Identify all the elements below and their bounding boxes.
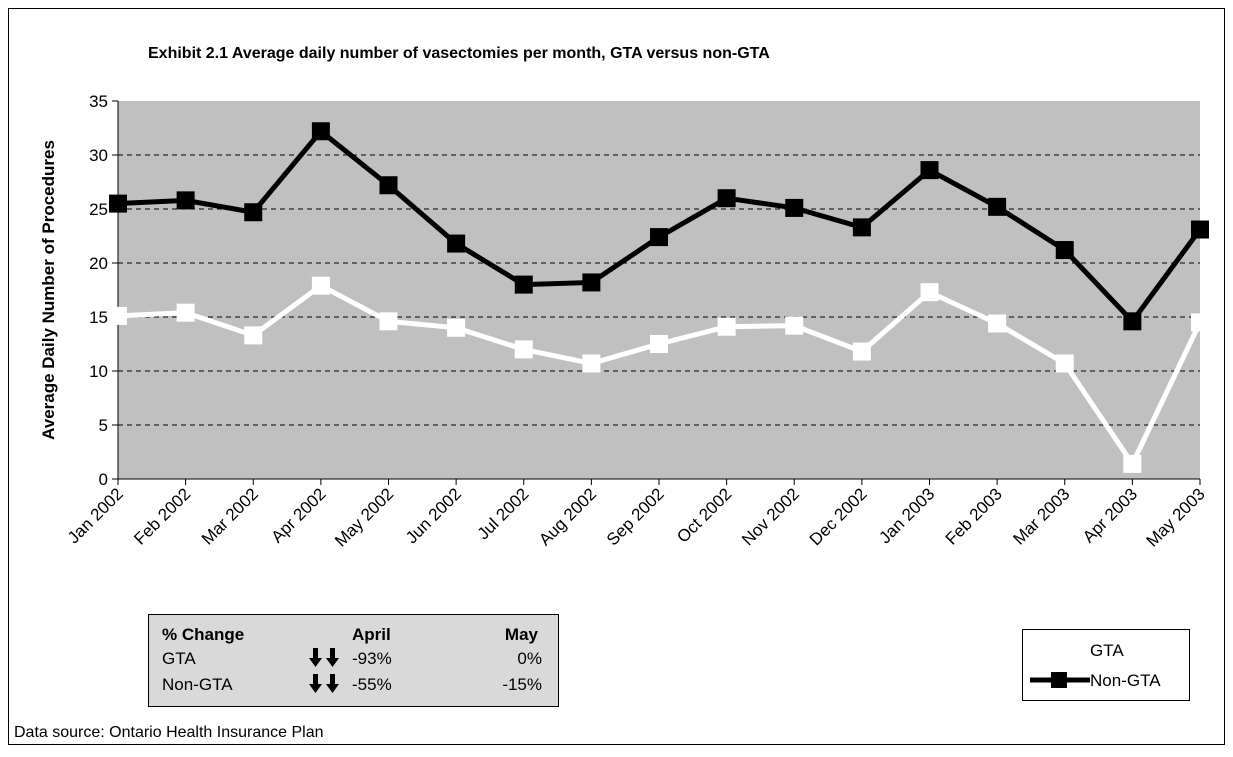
legend-label: Non-GTA — [1090, 671, 1161, 690]
marker — [852, 218, 871, 237]
table-cell: -55% — [352, 675, 392, 694]
y-tick-label: 5 — [99, 416, 108, 435]
marker — [514, 275, 533, 294]
legend — [1022, 629, 1190, 701]
plot-area — [118, 101, 1200, 479]
chart-title: Exhibit 2.1 Average daily number of vase… — [148, 45, 770, 62]
table-cell: 0% — [517, 649, 542, 668]
legend-marker — [1051, 672, 1067, 688]
table-cell: GTA — [162, 649, 196, 668]
marker — [311, 122, 330, 141]
marker — [582, 273, 601, 292]
marker — [717, 189, 736, 208]
marker — [514, 340, 533, 359]
marker — [176, 303, 195, 322]
marker — [852, 342, 871, 361]
marker — [1123, 312, 1142, 331]
table-header: April — [352, 625, 391, 644]
marker — [311, 276, 330, 295]
marker — [379, 176, 398, 195]
marker — [109, 306, 127, 325]
down-arrows — [309, 648, 339, 693]
marker — [1191, 313, 1209, 332]
marker — [785, 198, 804, 217]
marker — [988, 314, 1007, 333]
table-header: % Change — [162, 625, 244, 644]
marker — [650, 228, 668, 247]
marker — [988, 197, 1007, 216]
table-cell: -15% — [502, 675, 542, 694]
table-header: May — [505, 625, 539, 644]
y-tick-label: 0 — [99, 470, 108, 489]
marker — [1055, 354, 1074, 373]
y-tick-label: 15 — [89, 308, 108, 327]
legend-label: GTA — [1090, 641, 1124, 660]
marker — [176, 191, 195, 210]
marker — [920, 161, 939, 180]
marker — [1123, 454, 1142, 473]
marker — [379, 312, 398, 331]
marker — [582, 354, 601, 373]
table-cell: -93% — [352, 649, 392, 668]
y-tick-label: 10 — [89, 362, 108, 381]
marker — [650, 335, 668, 353]
table-cell: Non-GTA — [162, 675, 233, 694]
marker — [109, 194, 127, 213]
source-note: Data source: Ontario Health Insurance Pl… — [14, 724, 324, 741]
marker — [1055, 241, 1074, 260]
change-table — [148, 614, 559, 707]
legend-marker — [1051, 642, 1067, 658]
marker — [244, 203, 263, 222]
y-tick-label: 20 — [89, 254, 108, 273]
marker — [1191, 220, 1209, 239]
marker — [447, 318, 466, 337]
marker — [717, 317, 736, 336]
y-tick-label: 35 — [89, 92, 108, 111]
marker — [785, 316, 804, 335]
y-tick-label: 25 — [89, 200, 108, 219]
y-tick-label: 30 — [89, 146, 108, 165]
marker — [244, 326, 263, 345]
marker — [447, 234, 466, 253]
marker — [920, 283, 939, 302]
y-axis-label: Average Daily Number of Procedures — [39, 140, 58, 440]
